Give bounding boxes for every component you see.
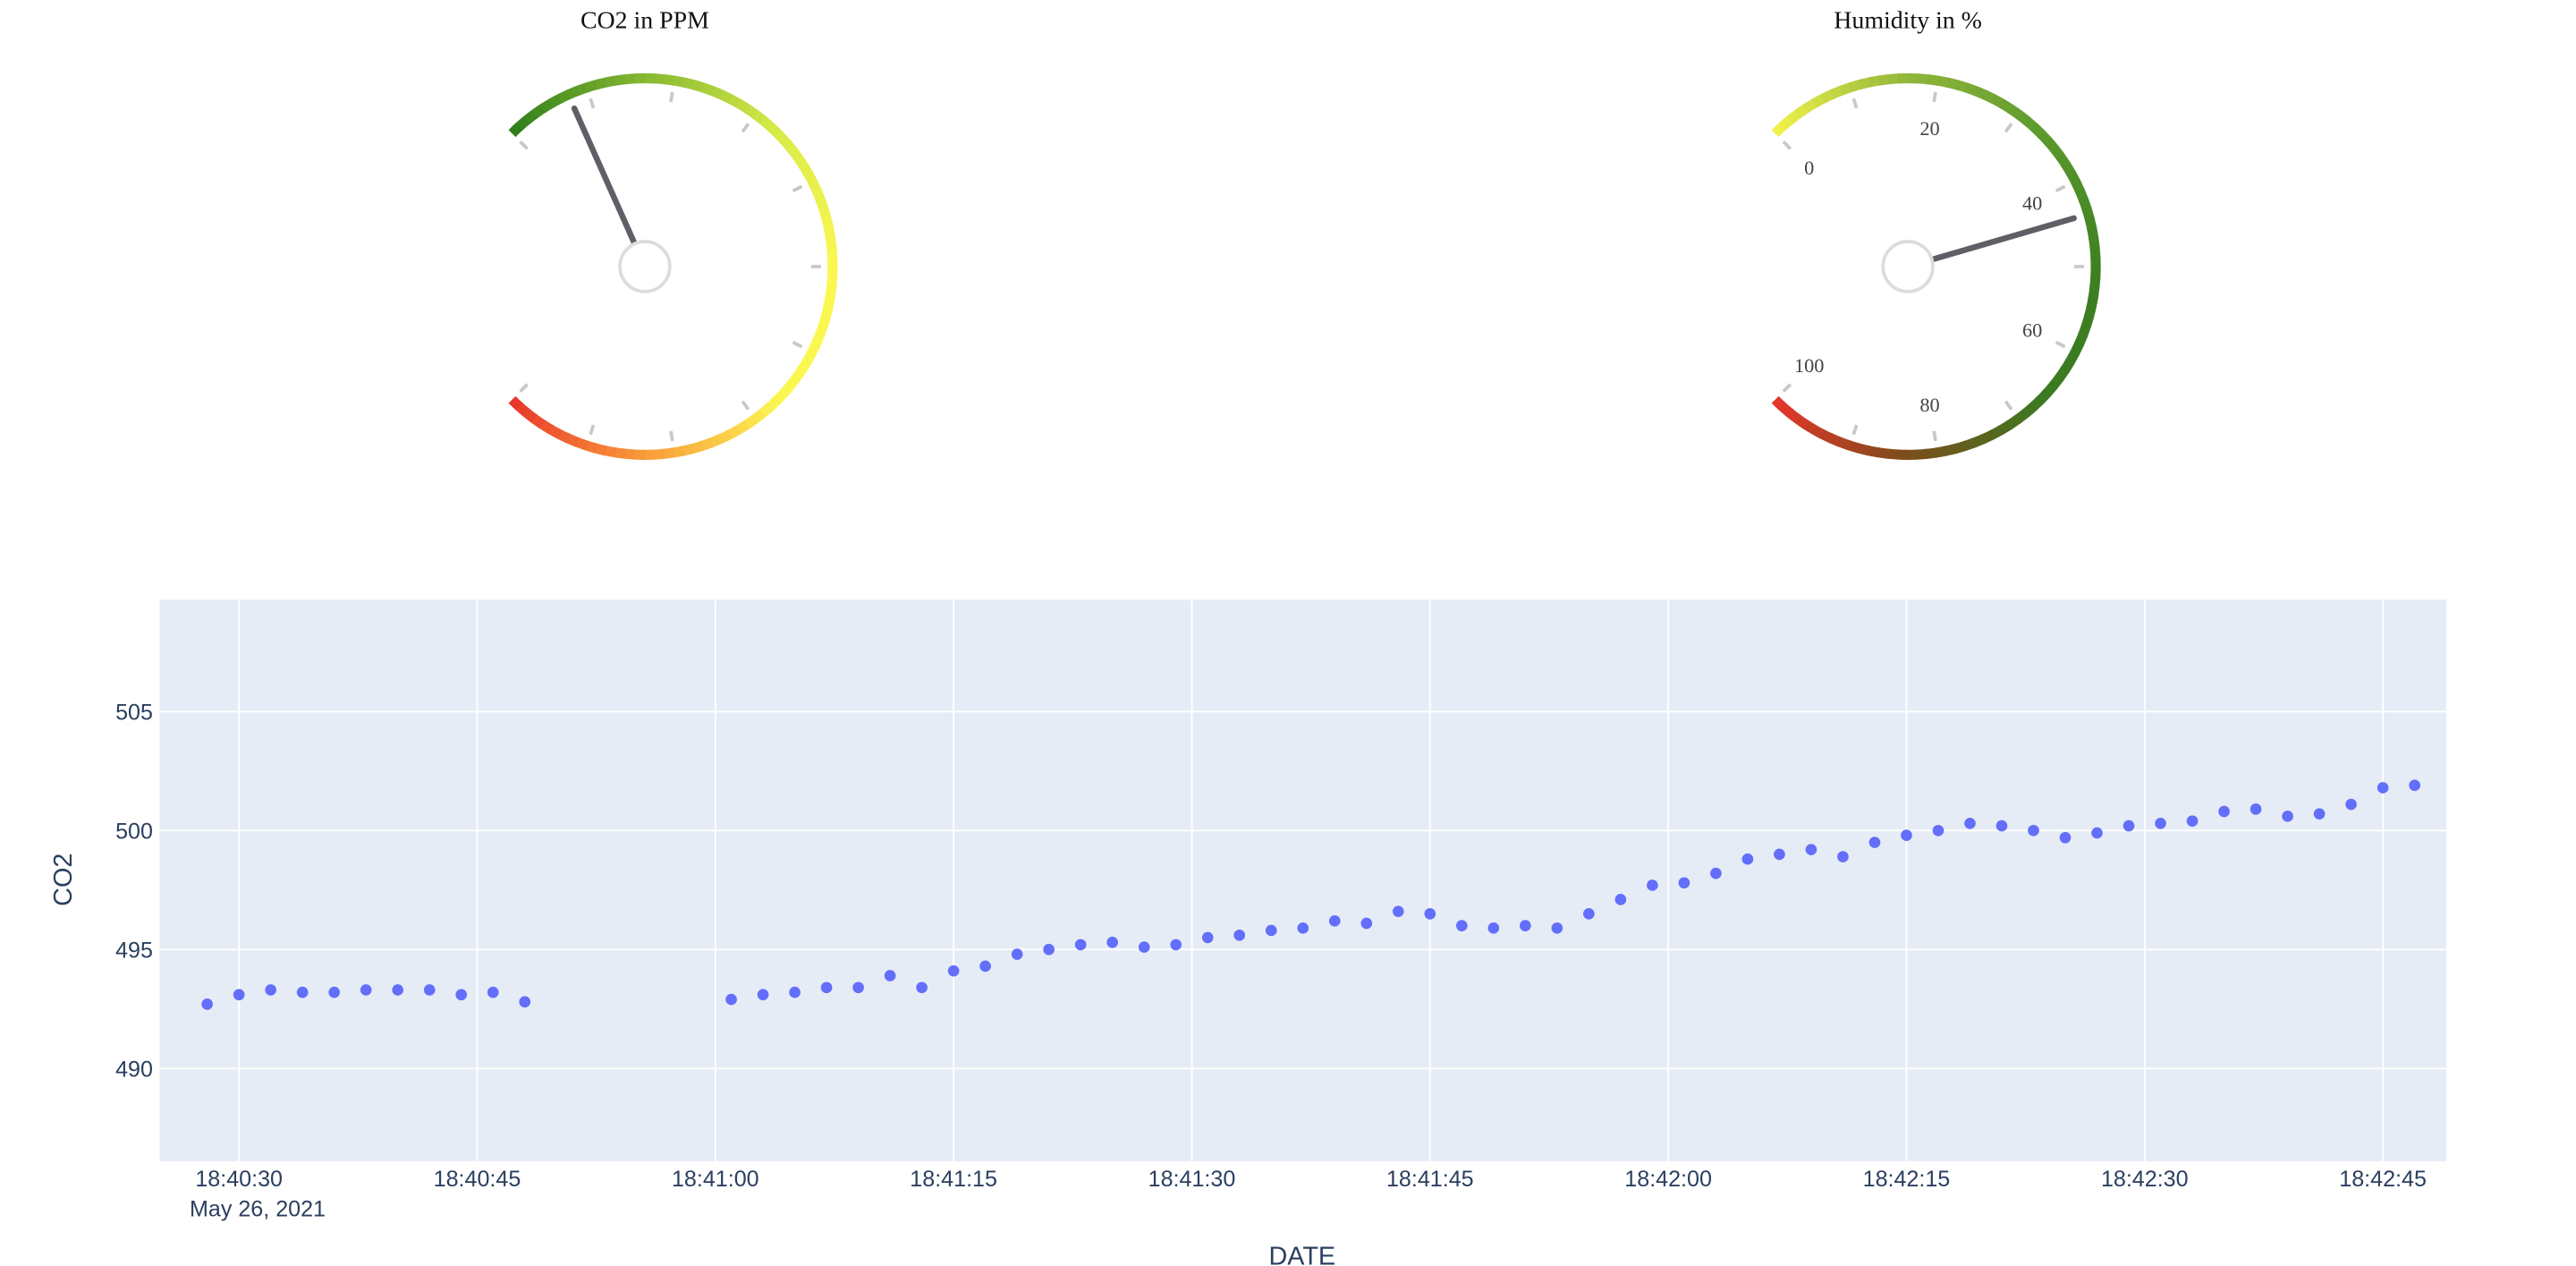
data-point [1043,944,1055,956]
data-point [1266,925,1277,937]
data-point [1456,920,1468,931]
data-point [758,989,769,1000]
data-point [2345,799,2357,811]
data-point [1933,825,1945,837]
x-tick-labels: 18:40:30 18:40:45 18:41:00 18:41:15 18:41:30… [195,1167,2427,1192]
data-point [1837,851,1849,862]
x-axis-title: DATE [1268,1242,1335,1266]
data-point [1774,849,1785,861]
data-point [233,989,245,1000]
data-point [1552,922,1563,934]
data-point [2409,779,2420,791]
data-point [1075,939,1087,951]
data-point [1742,854,1754,865]
x-tick-label: 18:41:15 [910,1167,997,1192]
data-point [1170,939,1182,951]
plot-background [159,599,2446,1161]
y-tick-label: 490 [115,1057,153,1082]
data-point [201,998,213,1010]
data-point [852,981,864,993]
data-point [1106,937,1118,948]
y-axis-title: CO2 [49,854,78,906]
data-point [1233,930,1245,941]
data-point [2155,818,2166,829]
data-point [885,970,896,981]
x-tick-label: 18:40:45 [434,1167,521,1192]
x-tick-label: 18:42:45 [2339,1167,2427,1192]
data-point [392,984,403,996]
data-point [2282,811,2293,822]
x-tick-label: 18:42:15 [1863,1167,1951,1192]
data-point [360,984,372,996]
x-tick-label: 18:40:30 [195,1167,283,1192]
data-point [2060,832,2072,844]
y-tick-label: 495 [115,939,153,964]
data-point [1615,894,1627,905]
x-tick-label: 18:42:30 [2101,1167,2189,1192]
data-point [1806,844,1818,855]
data-point [1647,879,1658,891]
data-point [1710,868,1722,879]
y-tick-label: 500 [115,820,153,845]
x-tick-label: 18:41:45 [1386,1167,1474,1192]
data-point [1139,941,1150,953]
x-tick-label: 18:41:30 [1148,1167,1236,1192]
data-point [328,987,340,998]
data-point [1393,905,1404,917]
data-point [979,961,991,973]
data-point [1202,932,1214,944]
data-point [1901,829,1912,841]
data-point [2250,803,2262,815]
x-tick-label: 18:41:00 [672,1167,759,1192]
data-point [1297,922,1309,934]
data-point [297,987,309,998]
data-point [725,994,737,1006]
data-point [1329,915,1341,927]
x-tick-label: 18:42:00 [1624,1167,1712,1192]
data-point [519,996,530,1007]
data-point [424,984,436,996]
data-point [1012,948,1023,960]
data-point [1424,908,1436,920]
data-point [487,987,499,998]
data-point [821,981,833,993]
x-date-label: May 26, 2021 [190,1196,326,1221]
data-point [1487,922,1499,934]
y-tick-label: 505 [115,701,153,726]
data-point [1583,908,1595,920]
data-point [265,984,276,996]
y-tick-labels: 490 495 500 505 [115,701,153,1083]
data-point [789,987,801,998]
data-point [2377,782,2389,794]
data-point [2187,815,2199,827]
data-point [2314,808,2326,820]
data-point [1869,837,1881,848]
data-point [916,981,928,993]
data-point [2218,806,2230,818]
data-point [2091,828,2103,839]
data-point [455,989,467,1000]
data-point [1360,918,1372,930]
data-point [1679,877,1690,888]
data-point [2123,820,2135,832]
data-point [1996,820,2008,832]
data-point [948,965,960,977]
data-point [1964,818,1976,829]
data-point [2028,825,2039,837]
data-point [1520,920,1531,931]
